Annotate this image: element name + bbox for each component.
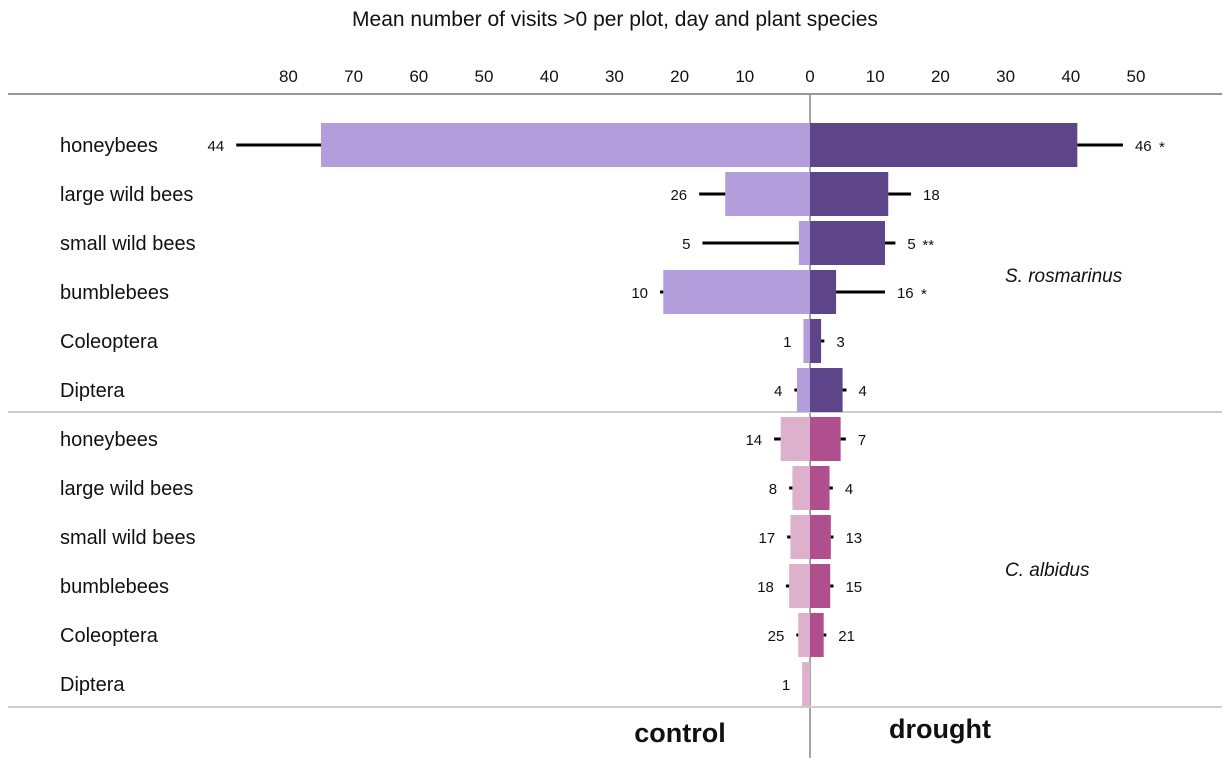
tick-label-right: 10 <box>866 67 885 86</box>
n-label-control: 10 <box>631 285 648 302</box>
n-label-control: 25 <box>768 628 785 645</box>
tick-label-left: 10 <box>735 67 754 86</box>
tick-label-left: 20 <box>670 67 689 86</box>
bar-drought <box>810 270 836 314</box>
tick-label-left: 50 <box>475 67 494 86</box>
tick-label-left: 70 <box>344 67 363 86</box>
drought-label: drought <box>889 714 991 744</box>
n-label-drought: 46 <box>1135 138 1152 155</box>
category-label: bumblebees <box>60 282 169 304</box>
bar-control <box>803 319 810 363</box>
tick-label-right: 0 <box>805 67 814 86</box>
category-label: honeybees <box>60 429 158 451</box>
species-label: C. albidus <box>1005 560 1090 581</box>
tick-label-right: 20 <box>931 67 950 86</box>
bar-control <box>797 368 810 412</box>
bar-control <box>792 466 810 510</box>
tick-label-right: 30 <box>996 67 1015 86</box>
bar-drought <box>810 221 885 265</box>
category-label: small wild bees <box>60 233 196 255</box>
species-label: S. rosmarinus <box>1005 266 1123 287</box>
category-label: Coleoptera <box>60 625 159 647</box>
n-label-control: 8 <box>769 481 777 498</box>
n-label-drought: 4 <box>845 481 853 498</box>
bar-drought <box>810 123 1077 167</box>
tick-label-left: 60 <box>409 67 428 86</box>
n-label-control: 26 <box>670 187 687 204</box>
bar-drought <box>810 515 831 559</box>
tick-label-right: 40 <box>1061 67 1080 86</box>
tick-label-left: 30 <box>605 67 624 86</box>
bar-drought <box>810 613 824 657</box>
bar-control <box>798 613 810 657</box>
bars-layer <box>236 123 1123 706</box>
n-label-control: 44 <box>208 138 225 155</box>
bar-control <box>799 221 810 265</box>
bar-drought <box>810 564 830 608</box>
bar-drought <box>810 466 830 510</box>
tick-label-right: 50 <box>1127 67 1146 86</box>
n-label-drought: 5 <box>907 236 915 253</box>
bar-control <box>789 564 810 608</box>
tick-label-left: 80 <box>279 67 298 86</box>
significance-marker: * <box>921 286 927 303</box>
axis-layer: 80 70 60 50 40 30 20 10 0 10 20 30 40 50 <box>8 67 1222 758</box>
n-label-control: 5 <box>682 236 690 253</box>
bar-control <box>781 417 810 461</box>
n-label-drought: 3 <box>836 334 844 351</box>
bar-drought <box>810 417 841 461</box>
category-label: Diptera <box>60 674 125 696</box>
significance-marker: ** <box>922 237 934 254</box>
bar-control <box>321 123 810 167</box>
category-label: large wild bees <box>60 184 193 206</box>
significance-marker: * <box>1159 139 1165 156</box>
chart-title: Mean number of visits >0 per plot, day a… <box>352 8 878 31</box>
n-label-drought: 18 <box>923 187 940 204</box>
category-label: Coleoptera <box>60 331 159 353</box>
category-label: small wild bees <box>60 527 196 549</box>
n-label-control: 1 <box>783 334 791 351</box>
category-label: honeybees <box>60 135 158 157</box>
n-label-control: 1 <box>782 677 790 694</box>
n-label-drought: 21 <box>838 628 855 645</box>
bar-drought <box>810 172 888 216</box>
tick-label-left: 40 <box>540 67 559 86</box>
n-label-drought: 4 <box>859 383 867 400</box>
n-label-drought: 7 <box>858 432 866 449</box>
n-label-drought: 15 <box>845 579 862 596</box>
n-label-control: 14 <box>745 432 762 449</box>
bar-control <box>663 270 810 314</box>
n-label-drought: 13 <box>845 530 862 547</box>
bar-control <box>725 172 810 216</box>
n-label-control: 17 <box>758 530 775 547</box>
category-label: large wild bees <box>60 478 193 500</box>
n-label-drought: 16 <box>897 285 914 302</box>
category-label: bumblebees <box>60 576 169 598</box>
n-label-control: 4 <box>774 383 782 400</box>
bar-drought <box>810 368 843 412</box>
control-label: control <box>634 718 726 748</box>
bar-control <box>802 662 810 706</box>
bar-drought <box>810 319 821 363</box>
n-label-control: 18 <box>757 579 774 596</box>
bar-control <box>790 515 810 559</box>
category-label: Diptera <box>60 380 125 402</box>
